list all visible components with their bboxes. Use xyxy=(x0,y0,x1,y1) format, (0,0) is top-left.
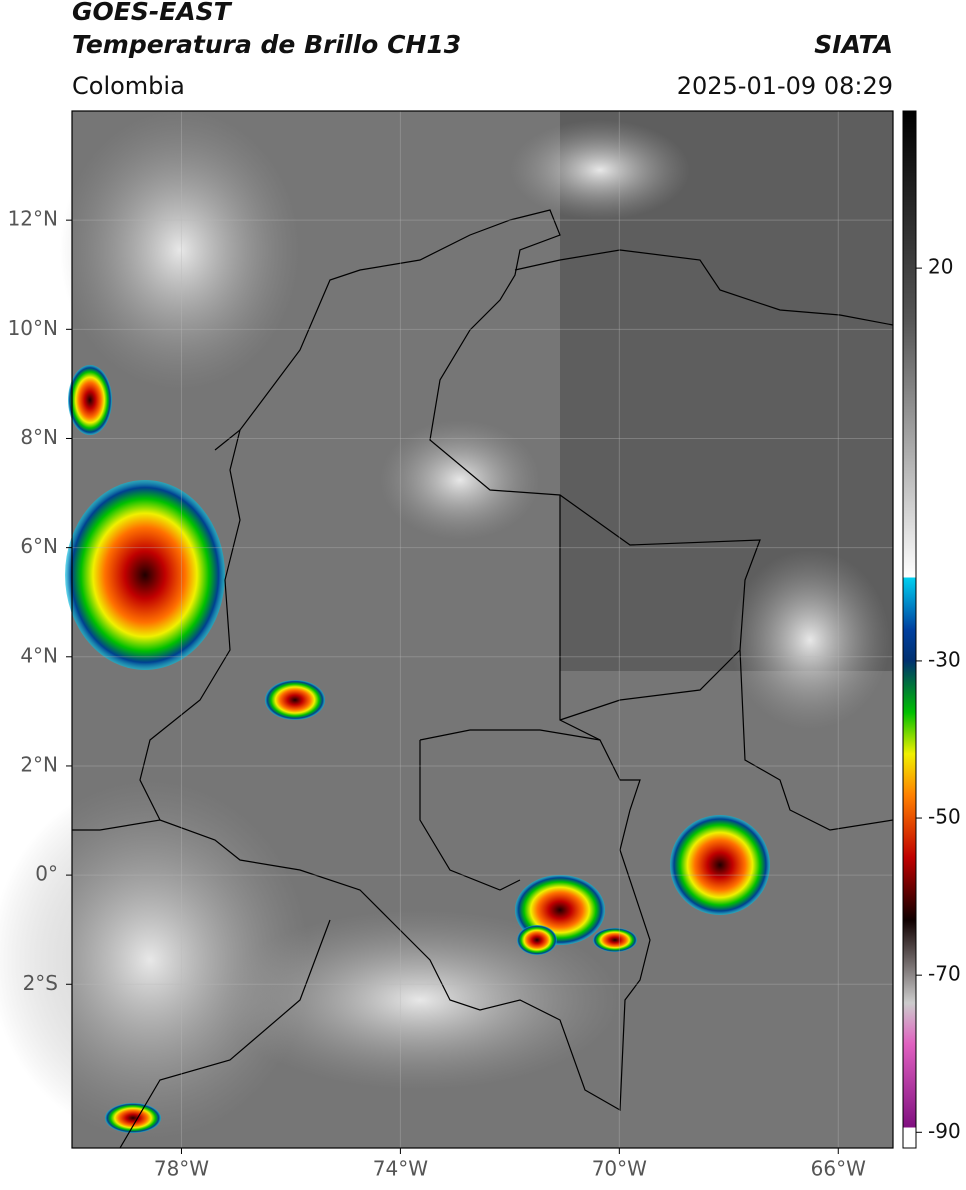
cloud xyxy=(60,110,300,390)
colorbar-tick-label: -30 xyxy=(928,647,961,671)
source: SIATA xyxy=(814,30,893,59)
country-border xyxy=(139,429,241,821)
grid xyxy=(72,111,893,1148)
y-tick-label: 6°N xyxy=(20,534,58,558)
storm xyxy=(68,365,112,435)
y-tick-label: 2°N xyxy=(20,752,58,776)
colorbar-tick-label: -70 xyxy=(928,962,961,986)
cloud xyxy=(220,910,620,1090)
map-frame xyxy=(71,110,894,1149)
colorbar-scale xyxy=(902,110,917,1149)
region: Colombia xyxy=(72,72,185,100)
y-tick-label: 0° xyxy=(35,862,58,886)
country-border xyxy=(419,649,741,891)
cloud xyxy=(510,120,690,220)
cloud xyxy=(380,420,540,540)
x-tick-label: 74°W xyxy=(373,1157,428,1181)
y-tick-label: 10°N xyxy=(8,316,58,340)
ticks: 78°W 74°W 70°W 66°W 12°N 10°N 8°N 6°N 4°N 2°N 0° 2°… xyxy=(8,207,961,1181)
y-tick-label: 2°S xyxy=(23,971,58,995)
x-tick-label: 70°W xyxy=(592,1157,647,1181)
storm xyxy=(265,680,325,720)
country-border xyxy=(72,495,651,1112)
country-border xyxy=(119,919,331,1149)
x-tick-label: 66°W xyxy=(811,1157,866,1181)
colorbar xyxy=(902,110,917,1149)
x-tick-label: 78°W xyxy=(154,1157,209,1181)
storm xyxy=(593,928,637,952)
colorbar-tick-label: -50 xyxy=(928,805,961,829)
storm xyxy=(517,925,557,955)
title: GOES-EAST xyxy=(72,0,233,26)
timestamp: 2025-01-09 08:29 xyxy=(677,72,893,100)
storm xyxy=(65,480,225,670)
y-tick-label: 8°N xyxy=(20,425,58,449)
map xyxy=(0,110,894,1149)
country-border xyxy=(214,209,894,831)
cloud xyxy=(730,550,890,730)
y-tick-label: 4°N xyxy=(20,643,58,667)
storm xyxy=(670,815,770,915)
colorbar-tick-label: 20 xyxy=(928,255,953,279)
y-tick-label: 12°N xyxy=(8,207,58,231)
cloud xyxy=(0,780,310,1140)
storm xyxy=(105,1103,161,1133)
colorbar-tick-label: -90 xyxy=(928,1119,961,1143)
country-border xyxy=(514,249,894,326)
subtitle: Temperatura de Brillo CH13 xyxy=(72,30,461,59)
